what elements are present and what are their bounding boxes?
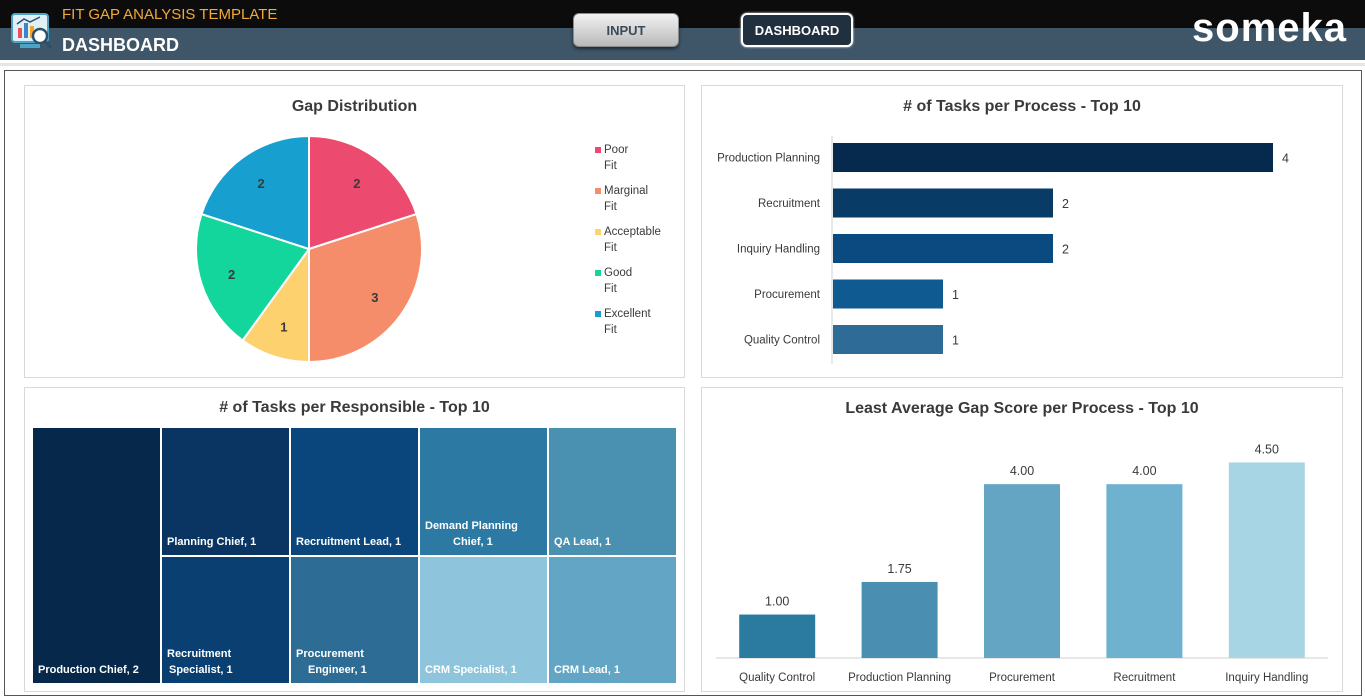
tasks-per-responsible-treemap: Production Chief, 2 Planning Chief, 1 Recr… [32,427,677,684]
score-bar-recruitment [1106,484,1183,658]
gap-distribution-title: Gap Distribution [291,98,418,115]
legend-label: Marginal Fit [604,185,649,213]
process-value-procurement: 1 [952,288,959,302]
pie-label-acceptable-fit: 1 [280,319,287,334]
treemap-tile-label: Production Chief, 2 [38,664,139,676]
treemap-tile-procurement-engineer-1: Procurement Engineer, 1 [290,555,419,684]
gap-distribution-pie-chart: 2 3 1 2 2 [195,134,423,364]
dashboard-nav-button[interactable]: DASHBOARD [741,13,853,47]
pie-label-marginal-fit: 3 [371,290,378,305]
legend-swatch [595,188,601,194]
header-bar: FIT GAP ANALYSIS TEMPLATE DASHBOARD INPU… [0,0,1365,60]
header-strip [0,28,1365,60]
treemap-tile-crm-lead-1: CRM Lead, 1 [548,555,677,684]
score-tick-quality-control: Quality Control [739,672,815,684]
legend-swatch [595,311,601,317]
someka-brand-logo: someka [1192,6,1347,50]
process-tick-recruitment: Recruitment [758,198,821,210]
tasks-per-process-bar-chart: Production Planning 4 Recruitment 2 Inquiry … [717,136,1289,364]
tasks-per-process-title: # of Tasks per Process - Top 10 [903,98,1141,115]
process-value-production-planning: 4 [1282,152,1289,166]
input-nav-button[interactable]: INPUT [573,13,679,47]
treemap-tile-label: Procurement Engineer, 1 [296,648,367,676]
pie-slice-good-fit [195,212,311,342]
process-tick-inquiry-handling: Inquiry Handling [737,244,820,256]
process-bar-production-planning [833,143,1273,172]
score-value-production-planning: 1.75 [887,562,911,576]
treemap-tile-planning-chief-1: Planning Chief, 1 [161,427,290,556]
pie-slice-excellent-fit [200,134,310,251]
least-average-gap-score-title: Least Average Gap Score per Process - To… [845,400,1199,417]
tasks-per-process-panel: # of Tasks per Process - Top 10 Producti… [701,85,1343,378]
treemap-tile-demand-planning-chief-1: Demand Planning Chief, 1 [419,427,548,556]
treemap-tile-label: Recruitment Specialist, 1 [167,648,233,676]
score-tick-recruitment: Recruitment [1113,672,1176,684]
treemap-tile-label: CRM Lead, 1 [554,664,621,676]
gap-distribution-panel: Gap Distribution 2 3 1 2 2 Poor Fit Marginal Fi… [24,85,685,378]
page-title: DASHBOARD [62,35,179,55]
header-separator [0,63,1365,66]
treemap-tile-crm-specialist-1: CRM Specialist, 1 [419,555,548,684]
pie-label-good-fit: 2 [228,267,235,282]
treemap-tile-label: CRM Specialist, 1 [425,664,517,676]
dashboard-frame [4,70,1362,696]
score-value-quality-control: 1.00 [765,595,789,609]
score-bar-procurement [984,484,1060,658]
treemap-tile-label: Planning Chief, 1 [167,535,257,548]
treemap-tile-label: QA Lead, 1 [554,535,612,548]
score-bar-production-planning [861,581,938,658]
pie-label-excellent-fit: 2 [258,176,265,191]
tasks-per-responsible-panel: # of Tasks per Responsible - Top 10 Prod… [24,387,685,692]
process-value-inquiry-handling: 2 [1062,243,1069,257]
legend-label: Poor Fit [604,144,629,172]
legend-label: Good Fit [604,267,633,295]
score-value-inquiry-handling: 4.50 [1255,442,1279,456]
tasks-per-responsible-title: # of Tasks per Responsible - Top 10 [219,399,490,416]
pie-label-poor-fit: 2 [353,176,360,191]
legend-swatch [595,270,601,276]
least-average-gap-score-bar-chart: 1.00 Quality Control 1.75 Production Planni… [716,442,1328,684]
process-value-quality-control: 1 [952,334,959,348]
legend-label: Excellent Fit [604,308,651,336]
pie-slice-poor-fit [308,134,418,251]
score-bar-inquiry-handling [1228,462,1305,658]
process-bar-procurement [833,279,943,309]
process-bar-quality-control [833,325,943,354]
process-bar-inquiry-handling [833,234,1053,263]
process-value-recruitment: 2 [1062,197,1069,211]
pie-slice-acceptable-fit [241,245,310,364]
score-tick-procurement: Procurement [989,672,1056,684]
treemap-tile-recruitment-specialist-1: Recruitment Specialist, 1 [161,555,290,684]
process-tick-production-planning: Production Planning [717,153,820,165]
treemap-tile-recruitment-lead-1: Recruitment Lead, 1 [290,427,419,556]
treemap-tile-production-chief-2: Production Chief, 2 [32,427,161,684]
app-title: FIT GAP ANALYSIS TEMPLATE [62,6,278,23]
treemap-tile-qa-lead-1: QA Lead, 1 [548,427,677,556]
legend-swatch [595,229,601,235]
score-tick-inquiry-handling: Inquiry Handling [1225,672,1308,684]
treemap-tile-label: Recruitment Lead, 1 [296,535,402,548]
score-value-procurement: 4.00 [1010,464,1034,478]
pie-slice-marginal-fit [308,212,423,364]
dashboard-logo-icon [11,13,53,49]
legend-label: Acceptable Fit [604,226,661,254]
least-average-gap-score-panel: Least Average Gap Score per Process - To… [701,387,1343,692]
process-tick-quality-control: Quality Control [744,335,820,347]
score-tick-production-planning: Production Planning [848,672,951,684]
legend-swatch [595,147,601,153]
process-tick-procurement: Procurement [754,289,821,301]
treemap-tile-label: Demand Planning Chief, 1 [425,519,518,548]
score-bar-quality-control [739,614,816,658]
score-value-recruitment: 4.00 [1132,464,1156,478]
process-bar-recruitment [833,188,1053,218]
